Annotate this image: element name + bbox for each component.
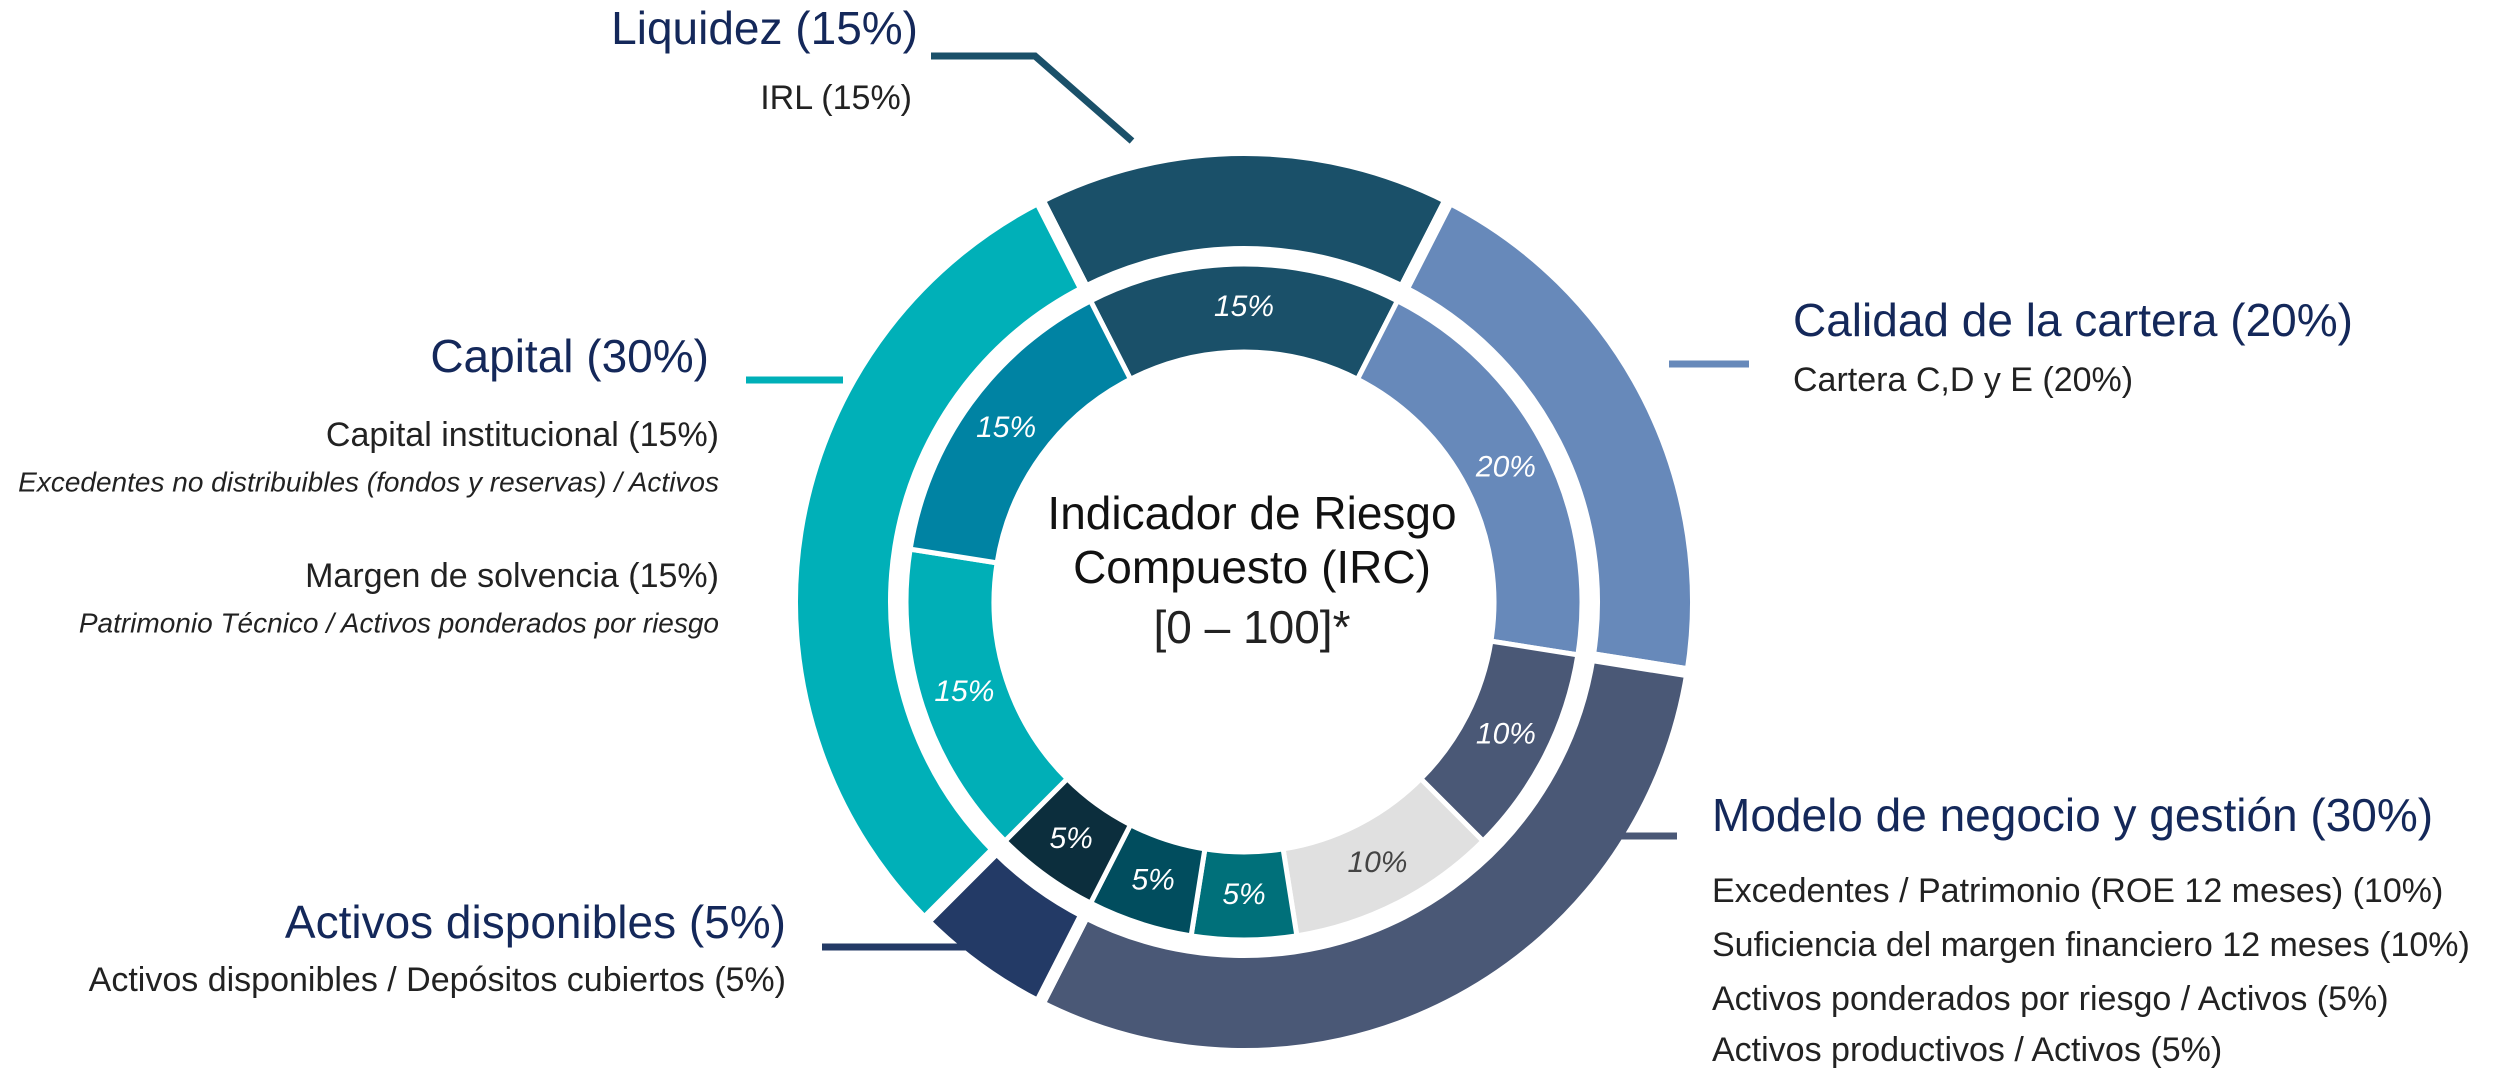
center-note: [0 – 100]* [1154, 601, 1351, 653]
data-label: 5% [1131, 864, 1174, 897]
indicator-label: Excedentes / Patrimonio (ROE 12 meses) (… [1712, 872, 2443, 910]
leader-line [931, 52, 1135, 144]
data-label: 15% [1214, 290, 1274, 323]
data-label: 5% [1222, 878, 1265, 911]
data-label: 15% [934, 675, 994, 708]
category-label: Calidad de la cartera (20%) [1793, 294, 2353, 346]
donut-segment [907, 297, 1134, 566]
indicator-label: IRL (15%) [760, 79, 912, 117]
leader-lines [746, 52, 1749, 951]
indicator-formula: Patrimonio Técnico / Activos ponderados … [79, 607, 719, 638]
indicator-label: Margen de solvencia (15%) [305, 557, 719, 595]
category-label: Liquidez (15%) [611, 2, 918, 54]
indicator-formula: Excedentes no distribuibles (fondos y re… [18, 466, 719, 497]
center-title: Indicador de Riesgo [1047, 487, 1456, 539]
data-label: 15% [976, 411, 1036, 444]
data-label: 10% [1476, 717, 1536, 750]
outer-ring [786, 144, 1702, 1060]
indicator-label: Activos disponibles / Depósitos cubierto… [89, 961, 786, 999]
category-label: Activos disponibles (5%) [285, 896, 786, 948]
indicator-label: Activos productivos / Activos (5%) [1712, 1031, 2222, 1069]
data-label: 10% [1347, 846, 1407, 879]
donut-segment [1030, 649, 1698, 1060]
indicator-label: Capital institucional (15%) [326, 416, 719, 454]
indicator-label: Cartera C,D y E (20%) [1793, 361, 2133, 399]
donut-segment [786, 191, 1094, 931]
category-label: Modelo de negocio y gestión (30%) [1712, 789, 2433, 841]
center-title: Compuesto (IRC) [1073, 541, 1431, 593]
indicator-label: Activos ponderados por riesgo / Activos … [1712, 980, 2389, 1018]
indicator-label: Suficiencia del margen financiero 12 mes… [1712, 926, 2470, 964]
category-label: Capital (30%) [430, 330, 709, 382]
data-label: 20% [1475, 450, 1536, 483]
inner-ring: 15% 20% 10% 10% 5% 5% 5% 15% 15% [903, 261, 1585, 943]
data-label: 5% [1050, 822, 1093, 855]
